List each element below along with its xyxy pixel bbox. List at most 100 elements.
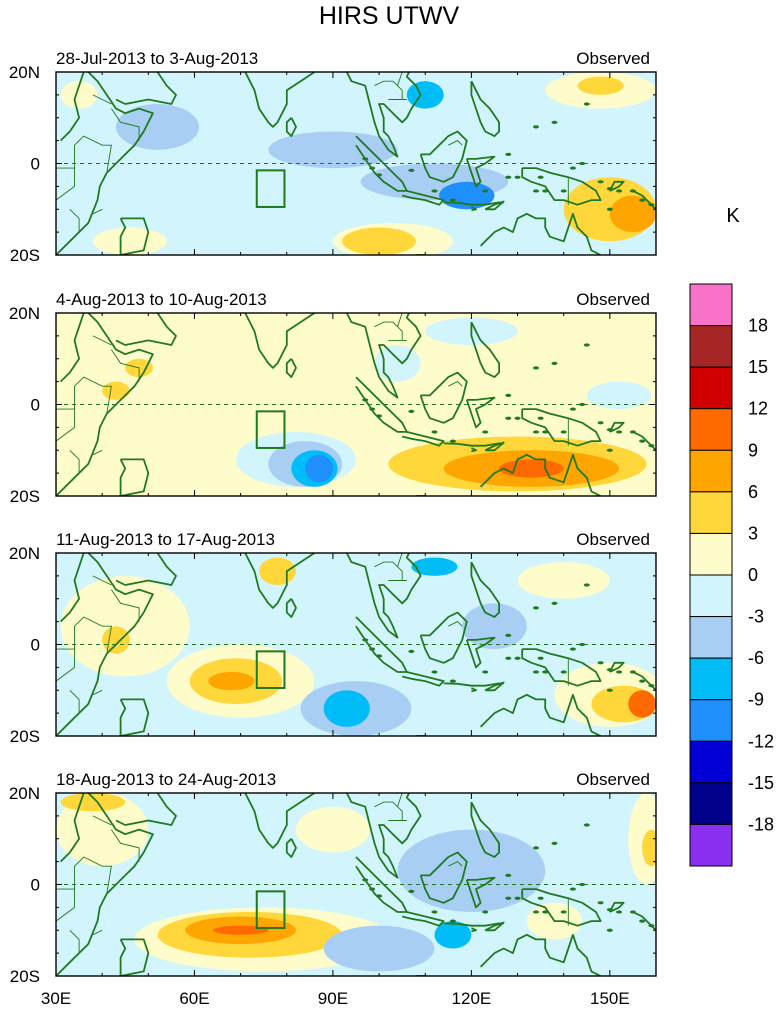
island bbox=[551, 601, 558, 605]
island bbox=[376, 654, 383, 658]
island bbox=[362, 638, 369, 642]
coastline bbox=[345, 72, 422, 158]
country-border bbox=[92, 929, 103, 936]
island bbox=[362, 157, 369, 161]
colorbar-swatch bbox=[689, 740, 733, 784]
panel-period: 4-Aug-2013 to 10-Aug-2013 bbox=[56, 290, 267, 309]
island bbox=[505, 633, 512, 637]
island bbox=[542, 670, 549, 674]
x-tick-label: 60E bbox=[179, 989, 209, 1008]
island bbox=[606, 448, 613, 452]
panel-tag: Observed bbox=[576, 290, 650, 309]
country-border bbox=[92, 815, 112, 826]
coastline bbox=[115, 793, 177, 826]
anomaly-patch bbox=[397, 829, 546, 912]
country-border bbox=[92, 575, 112, 586]
country-border bbox=[374, 321, 403, 341]
country-border bbox=[341, 72, 343, 74]
island bbox=[505, 896, 512, 900]
y-tick-label: 20S bbox=[10, 487, 40, 506]
coastline bbox=[345, 553, 422, 639]
island bbox=[505, 393, 512, 397]
coastline bbox=[632, 911, 656, 931]
coastline bbox=[479, 933, 602, 976]
colorbar-swatch bbox=[689, 283, 733, 327]
colorbar-label: 3 bbox=[748, 523, 758, 543]
map-panel: 20N 0 20S 28-Jul-2013 to 3-Aug-2013 Observed bbox=[9, 49, 657, 265]
coastline bbox=[479, 212, 602, 255]
coastline bbox=[285, 117, 297, 138]
islands bbox=[362, 823, 655, 932]
island bbox=[533, 670, 539, 674]
coastline bbox=[609, 180, 625, 192]
coastline bbox=[521, 408, 602, 447]
panel-period: 18-Aug-2013 to 24-Aug-2013 bbox=[56, 770, 276, 789]
country-border bbox=[448, 140, 463, 146]
island bbox=[505, 416, 512, 420]
x-tick-label: 150E bbox=[590, 989, 630, 1008]
colorbar-label: 12 bbox=[748, 399, 768, 419]
figure-title: HIRS UTWV bbox=[319, 2, 460, 30]
coastline bbox=[521, 167, 602, 206]
country-border bbox=[374, 80, 403, 100]
island bbox=[606, 428, 613, 432]
anomaly-field bbox=[56, 793, 656, 976]
island bbox=[431, 430, 438, 434]
anomaly-field bbox=[56, 553, 656, 736]
colorbar-label: -15 bbox=[748, 773, 774, 793]
island bbox=[616, 430, 623, 434]
coastline bbox=[115, 553, 177, 586]
x-tick-label: 30E bbox=[41, 989, 71, 1008]
anomaly-patch bbox=[609, 195, 656, 233]
coastline bbox=[56, 72, 154, 255]
island bbox=[533, 189, 539, 193]
panel-period: 11-Aug-2013 to 17-Aug-2013 bbox=[56, 530, 275, 549]
island bbox=[505, 656, 512, 660]
country-border bbox=[64, 929, 80, 968]
country-border bbox=[448, 861, 463, 867]
colorbar-label: 9 bbox=[748, 440, 758, 460]
island bbox=[362, 398, 369, 402]
colorbar-swatch bbox=[689, 782, 733, 825]
y-tick-label: 0 bbox=[31, 636, 40, 655]
island bbox=[579, 161, 586, 166]
island bbox=[597, 180, 604, 184]
coastline bbox=[470, 321, 501, 379]
colorbar-label: -12 bbox=[748, 731, 774, 751]
study-region-box bbox=[255, 890, 286, 929]
island bbox=[542, 910, 549, 914]
island bbox=[537, 175, 544, 179]
anomaly-patch bbox=[208, 671, 255, 691]
coastline bbox=[608, 661, 625, 673]
island bbox=[362, 878, 369, 882]
coastline bbox=[119, 938, 150, 976]
coastline bbox=[419, 611, 468, 664]
island bbox=[369, 407, 376, 411]
island bbox=[514, 656, 521, 660]
island bbox=[482, 670, 489, 674]
anomaly-field bbox=[56, 313, 656, 496]
colorbar-swatch bbox=[689, 491, 733, 534]
anomaly-patch bbox=[60, 575, 190, 677]
colorbar-swatch bbox=[689, 574, 733, 618]
island bbox=[583, 343, 590, 347]
island bbox=[648, 684, 655, 688]
coastline bbox=[419, 851, 468, 904]
island bbox=[569, 166, 576, 170]
country-border bbox=[74, 616, 112, 654]
island bbox=[542, 430, 549, 434]
islands bbox=[362, 102, 655, 211]
country-border bbox=[56, 648, 75, 682]
coastline bbox=[345, 313, 422, 399]
panel-tag: Observed bbox=[576, 770, 650, 789]
coastline bbox=[479, 693, 602, 736]
y-tick-label: 20S bbox=[10, 246, 40, 265]
island bbox=[583, 583, 590, 587]
island bbox=[369, 166, 376, 170]
anomaly-patch bbox=[102, 381, 130, 400]
coastline bbox=[119, 217, 150, 255]
island bbox=[639, 439, 646, 443]
axis-ticks bbox=[55, 792, 657, 977]
anomaly-field bbox=[56, 72, 656, 255]
